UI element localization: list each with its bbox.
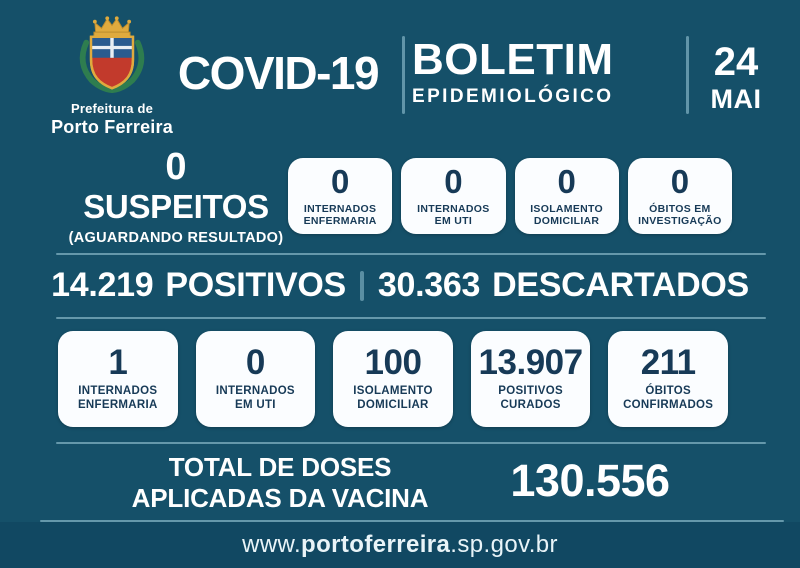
vaccine-label-line1: TOTAL DE DOSES [168, 452, 392, 482]
city-logo-block: Prefeitura de Porto Ferreira [42, 14, 182, 138]
subtitle-line2: EPIDEMIOLÓGICO [412, 86, 614, 107]
city-crest-icon [68, 16, 156, 98]
suspects-label: SUSPEITOS [83, 188, 269, 225]
vaccine-doses-label: TOTAL DE DOSES APLICADAS DA VACINA [100, 452, 460, 513]
page-title: COVID-19 [177, 47, 380, 99]
discarded-value: 30.363 [377, 266, 481, 304]
date-block: 24 MAI [698, 42, 774, 115]
footer-url-prefix: www. [242, 531, 302, 558]
footer-url-domain: portoferreira [301, 531, 451, 558]
vaccine-label-line2: APLICADAS DA VACINA [131, 482, 429, 513]
date-month: MAI [710, 84, 762, 114]
suspects-sublabel: (AGUARDANDO RESULTADO) [68, 230, 284, 246]
stat-box-internados-uti: 0 INTERNADOS EM UTI [195, 331, 316, 427]
footer-divider [40, 520, 784, 522]
subtitle-block: BOLETIM EPIDEMIOLÓGICO [412, 38, 670, 108]
logo-caption-line1: Prefeitura de [70, 101, 154, 116]
stat-box-obitos-investigacao: 0 ÓBITOS EM INVESTIGAÇÃO [627, 158, 732, 234]
section-divider [56, 442, 766, 444]
section-divider [56, 317, 766, 319]
stat-box-internados-enfermaria: 1 INTERNADOS ENFERMARIA [58, 331, 178, 427]
logo-caption-line2: Porto Ferreira [51, 117, 173, 137]
subtitle-line1: BOLETIM [412, 35, 614, 84]
stat-value: 13.907 [478, 343, 584, 383]
stat-box-obitos-confirmados: 211 ÓBITOS CONFIRMADOS [608, 331, 728, 427]
stat-box-isolamento-domiciliar: 100 ISOLAMENTO DOMICILIAR [333, 331, 453, 427]
stat-row-suspect-detail: 0 INTERNADOS ENFERMARIA 0 INTERNADOS EM … [288, 158, 732, 234]
stat-value: 211 [640, 343, 696, 383]
suspects-value: 0 [165, 146, 187, 188]
footer-bar: www.portoferreira.sp.gov.br [0, 522, 800, 568]
stat-value: 0 [444, 162, 463, 200]
totals-divider [359, 270, 364, 301]
stat-value: 1 [108, 343, 128, 383]
discarded-label: DESCARTADOS [492, 266, 749, 304]
stat-label: ÓBITOS CONFIRMADOS [623, 385, 714, 411]
header-divider-right [686, 36, 689, 114]
stat-box-isolamento-domiciliar: 0 ISOLAMENTO DOMICILIAR [514, 158, 619, 234]
stat-label: ISOLAMENTO DOMICILIAR [530, 202, 604, 227]
totals-row: 14.219 POSITIVOS 30.363 DESCARTADOS [0, 266, 800, 305]
stat-value: 0 [557, 162, 576, 200]
footer-url[interactable]: www.portoferreira.sp.gov.br [242, 531, 558, 559]
positives-total: 14.219 POSITIVOS [51, 266, 346, 305]
stat-label: INTERNADOS ENFERMARIA [303, 202, 377, 227]
footer-url-suffix: .sp.gov.br [450, 531, 558, 558]
stat-label: INTERNADOS EM UTI [417, 202, 490, 227]
stat-box-internados-uti: 0 INTERNADOS EM UTI [401, 158, 506, 234]
stat-label: ISOLAMENTO DOMICILIAR [353, 385, 433, 411]
stat-value: 100 [364, 343, 422, 383]
discarded-total: 30.363 DESCARTADOS [378, 266, 749, 305]
stat-box-internados-enfermaria: 0 INTERNADOS ENFERMARIA [288, 158, 393, 234]
header-divider-left [402, 36, 405, 114]
positives-value: 14.219 [51, 266, 154, 304]
stat-label: POSITIVOS CURADOS [498, 385, 563, 411]
stat-value: 0 [330, 162, 350, 200]
stat-box-positivos-curados: 13.907 POSITIVOS CURADOS [470, 331, 591, 427]
vaccine-doses-value: 130.556 [510, 455, 670, 506]
section-divider [56, 253, 766, 255]
positives-label: POSITIVOS [165, 266, 346, 304]
stat-value: 0 [670, 162, 690, 200]
stat-value: 0 [245, 343, 265, 383]
stat-label: INTERNADOS EM UTI [215, 385, 295, 411]
date-day: 24 [713, 40, 759, 84]
stat-row-current-status: 1 INTERNADOS ENFERMARIA 0 INTERNADOS EM … [58, 331, 728, 427]
stat-label: ÓBITOS EM INVESTIGAÇÃO [638, 202, 722, 227]
suspects-block: 0 SUSPEITOS (AGUARDANDO RESULTADO) [44, 148, 308, 246]
stat-label: INTERNADOS ENFERMARIA [77, 385, 158, 411]
